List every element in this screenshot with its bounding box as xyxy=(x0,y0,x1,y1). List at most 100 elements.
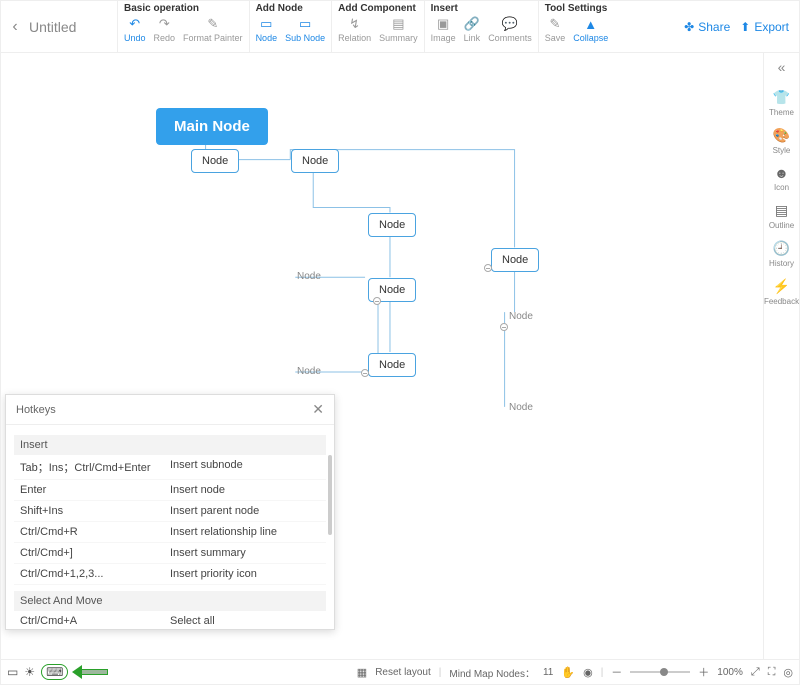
sidebar-item-outline[interactable]: ▤Outline xyxy=(769,202,794,230)
mindmap-node[interactable]: Node xyxy=(368,353,416,377)
hotkeys-panel: Hotkeys ✕ Insert Tab；Ins；Ctrl/Cmd+EnterI… xyxy=(5,394,335,630)
group-add-component: Add Component ↯Relation ▤Summary xyxy=(331,1,424,53)
hotkey-row: Ctrl/Cmd+ASelect all xyxy=(14,611,326,629)
share-icon: ✤ xyxy=(684,20,694,34)
status-bar: ▭ ☀ ⌨ ▦ Reset layout | Mind Map Nodes： 1… xyxy=(1,659,799,684)
redo-button[interactable]: ↷Redo xyxy=(154,16,176,43)
link-icon: 🔗 xyxy=(464,16,480,32)
text-node[interactable]: Node xyxy=(509,311,533,322)
keyboard-icon[interactable]: ⌨ xyxy=(41,664,68,680)
zoom-level: 100% xyxy=(717,667,743,678)
hotkey-row: EnterInsert node xyxy=(14,480,326,501)
export-icon: ⬆ xyxy=(740,20,750,34)
hotkey-row: Shift+InsInsert parent node xyxy=(14,501,326,522)
add-subnode-button[interactable]: ▭Sub Node xyxy=(285,16,325,43)
layout-icon[interactable]: ▦ xyxy=(357,666,367,679)
collapse-button[interactable]: ▲Collapse xyxy=(573,16,608,43)
mindmap-node[interactable]: Node xyxy=(491,248,539,272)
relation-icon: ↯ xyxy=(347,16,363,32)
collapse-toggle[interactable] xyxy=(484,264,492,272)
undo-button[interactable]: ↶Undo xyxy=(124,16,146,43)
node-count-value: 11 xyxy=(543,667,553,678)
group-add-node: Add Node ▭Node ▭Sub Node xyxy=(249,1,332,53)
brightness-icon[interactable]: ☀ xyxy=(24,665,35,679)
sidebar-item-feedback[interactable]: ⚡Feedback xyxy=(764,278,799,306)
group-title: Add Node xyxy=(256,3,326,14)
mindmap-node[interactable]: Node xyxy=(291,149,339,173)
icon-icon: ☻ xyxy=(774,165,789,181)
hotkey-row: Ctrl/Cmd+1,2,3...Insert priority icon xyxy=(14,564,326,585)
scrollbar[interactable] xyxy=(328,455,332,535)
group-tool-settings: Tool Settings ✎Save ▲Collapse xyxy=(538,1,615,53)
summary-button[interactable]: ▤Summary xyxy=(379,16,418,43)
back-button[interactable]: ‹ xyxy=(1,1,29,53)
group-title: Add Component xyxy=(338,3,418,14)
collapse-icon: ▲ xyxy=(583,16,599,32)
format-painter-button[interactable]: ✎Format Painter xyxy=(183,16,243,43)
subnode-icon: ▭ xyxy=(297,16,313,32)
undo-icon: ↶ xyxy=(127,16,143,32)
eye-icon[interactable]: ◉ xyxy=(583,666,593,679)
outline-icon: ▤ xyxy=(775,202,788,219)
document-title[interactable]: Untitled xyxy=(29,1,117,53)
save-icon: ✎ xyxy=(547,16,563,32)
group-title: Basic operation xyxy=(124,3,243,14)
node-icon: ▭ xyxy=(258,16,274,32)
fullscreen-icon[interactable]: ⛶ xyxy=(768,666,776,679)
image-icon: ▣ xyxy=(435,16,451,32)
add-node-button[interactable]: ▭Node xyxy=(256,16,278,43)
sidebar-item-theme[interactable]: 👕Theme xyxy=(769,89,794,117)
zoom-out-button[interactable]: － xyxy=(611,664,622,680)
fit-icon[interactable]: ⤢ xyxy=(751,666,760,679)
relation-button[interactable]: ↯Relation xyxy=(338,16,371,43)
hotkeys-section-select: Select And Move xyxy=(14,591,326,611)
hand-icon[interactable]: ✋ xyxy=(561,666,575,679)
right-sidebar: « 👕Theme 🎨Style ☻Icon ▤Outline 🕘History … xyxy=(763,53,799,660)
summary-icon: ▤ xyxy=(390,16,406,32)
style-icon: 🎨 xyxy=(773,127,790,144)
feedback-icon: ⚡ xyxy=(773,278,790,295)
sidebar-item-history[interactable]: 🕘History xyxy=(769,240,794,268)
close-icon[interactable]: ✕ xyxy=(312,401,324,418)
sidebar-collapse-icon[interactable]: « xyxy=(778,59,786,75)
text-node[interactable]: Node xyxy=(297,271,321,282)
zoom-slider[interactable] xyxy=(630,671,690,673)
text-node[interactable]: Node xyxy=(509,402,533,413)
insert-image-button[interactable]: ▣Image xyxy=(431,16,456,43)
collapse-toggle[interactable] xyxy=(361,369,369,377)
hotkeys-title: Hotkeys xyxy=(16,404,56,416)
collapse-toggle[interactable] xyxy=(373,297,381,305)
share-button[interactable]: ✤Share xyxy=(684,20,730,34)
zoom-in-button[interactable]: ＋ xyxy=(698,664,709,680)
top-toolbar: ‹ Untitled Basic operation ↶Undo ↷Redo ✎… xyxy=(1,1,799,53)
brush-icon: ✎ xyxy=(205,16,221,32)
annotation-arrow-icon xyxy=(74,667,108,677)
text-node[interactable]: Node xyxy=(297,366,321,377)
history-icon: 🕘 xyxy=(773,240,790,257)
sidebar-item-style[interactable]: 🎨Style xyxy=(773,127,791,155)
hotkey-row: Ctrl/Cmd+]Insert summary xyxy=(14,543,326,564)
mindmap-canvas[interactable]: Main Node Node Node Node Node Node Node … xyxy=(1,53,764,660)
group-title: Tool Settings xyxy=(545,3,609,14)
sidebar-item-icon[interactable]: ☻Icon xyxy=(774,165,789,192)
mindmap-node[interactable]: Node xyxy=(191,149,239,173)
node-count-label: Mind Map Nodes： xyxy=(449,665,535,680)
group-title: Insert xyxy=(431,3,532,14)
reset-layout-button[interactable]: Reset layout xyxy=(375,667,431,678)
insert-link-button[interactable]: 🔗Link xyxy=(464,16,481,43)
presentation-icon[interactable]: ▭ xyxy=(7,665,18,679)
theme-icon: 👕 xyxy=(773,89,790,106)
comments-icon: 💬 xyxy=(502,16,518,32)
hotkey-row: Tab；Ins；Ctrl/Cmd+EnterInsert subnode xyxy=(14,455,326,480)
export-button[interactable]: ⬆Export xyxy=(740,20,789,34)
insert-comments-button[interactable]: 💬Comments xyxy=(488,16,532,43)
mindmap-node[interactable]: Node xyxy=(368,213,416,237)
group-basic-operation: Basic operation ↶Undo ↷Redo ✎Format Pain… xyxy=(117,1,249,53)
main-node[interactable]: Main Node xyxy=(156,108,268,145)
save-button[interactable]: ✎Save xyxy=(545,16,566,43)
collapse-toggle[interactable] xyxy=(500,323,508,331)
locate-icon[interactable]: ◎ xyxy=(783,666,793,679)
hotkeys-section-insert: Insert xyxy=(14,435,326,455)
redo-icon: ↷ xyxy=(156,16,172,32)
group-insert: Insert ▣Image 🔗Link 💬Comments xyxy=(424,1,538,53)
